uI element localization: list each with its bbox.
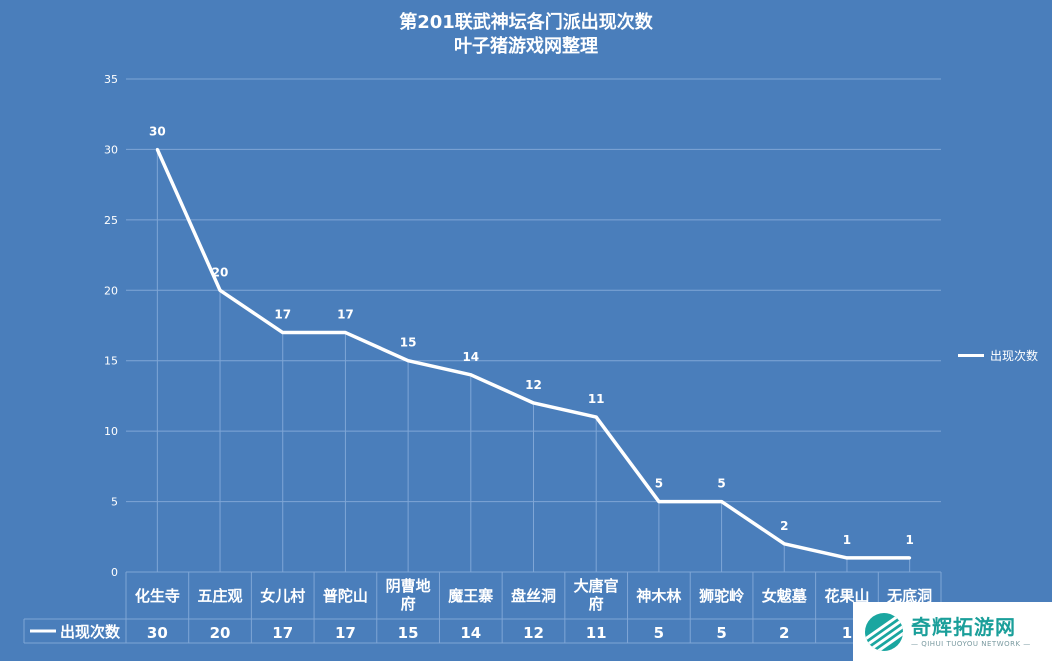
data-point: [281, 331, 285, 335]
watermark-name: 奇辉拓游网: [911, 614, 1016, 639]
data-label: 1: [843, 533, 851, 547]
data-point: [469, 373, 473, 377]
data-label: 1: [905, 533, 913, 547]
watermark-emblem-icon: [865, 612, 903, 651]
y-tick-label: 30: [104, 143, 118, 156]
data-label: 5: [655, 477, 663, 491]
data-point: [406, 359, 410, 363]
data-label: 11: [588, 392, 605, 406]
table-value: 17: [272, 624, 293, 642]
legend-label: 出现次数: [990, 349, 1039, 363]
x-category-label: 无底洞: [886, 587, 932, 605]
x-category-label: 盘丝洞: [511, 587, 556, 605]
y-tick-label: 15: [104, 355, 118, 368]
table-series-label: 出现次数: [60, 623, 121, 641]
data-point: [720, 500, 724, 504]
x-category-label: 花果山: [824, 587, 869, 605]
data-label: 12: [525, 378, 542, 392]
x-category-label: 阴曹地: [386, 577, 431, 595]
x-category-label: 魔王寨: [448, 587, 493, 605]
x-category-label: 化生寺: [135, 587, 180, 605]
table-value: 11: [586, 624, 607, 642]
legend-line-icon: [958, 354, 984, 357]
data-label: 17: [337, 308, 354, 322]
data-label: 17: [274, 308, 291, 322]
y-tick-label: 20: [104, 284, 118, 297]
chart-subtitle: 叶子猪游戏网整理: [454, 36, 598, 57]
data-point: [594, 415, 598, 419]
x-category-label: 府: [401, 595, 416, 613]
data-point: [155, 147, 159, 151]
data-point: [782, 542, 786, 546]
x-category-label: 大唐官: [574, 577, 619, 595]
data-point: [343, 331, 347, 335]
x-category-label: 府: [589, 595, 604, 613]
table-value: 2: [779, 624, 789, 642]
data-point: [908, 556, 912, 560]
x-category-label: 普陀山: [323, 587, 368, 605]
x-category-label: 女儿村: [260, 587, 305, 605]
table-value: 20: [210, 624, 231, 642]
x-category-label: 神木林: [636, 587, 682, 605]
data-label: 15: [400, 336, 417, 350]
data-point: [845, 556, 849, 560]
table-value: 15: [398, 624, 419, 642]
watermark-logo: 奇辉拓游网 — QIHUI TUOYOU NETWORK —: [853, 602, 1052, 661]
y-tick-label: 0: [111, 566, 118, 579]
data-label: 2: [780, 519, 788, 533]
y-tick-label: 5: [111, 496, 118, 509]
x-category-label: 狮驼岭: [698, 587, 744, 605]
data-label: 20: [212, 265, 229, 279]
data-point: [218, 288, 222, 292]
table-value: 5: [654, 624, 664, 642]
data-label: 14: [462, 350, 479, 364]
data-label: 30: [149, 124, 166, 138]
data-point: [532, 401, 535, 405]
x-category-label: 女魃墓: [762, 587, 808, 605]
table-value: 30: [147, 624, 168, 642]
data-point: [657, 500, 661, 504]
table-value: 5: [716, 624, 726, 642]
table-value: 12: [523, 624, 544, 642]
table-value: 14: [460, 624, 481, 642]
data-label: 5: [717, 477, 725, 491]
chart-legend: 出现次数: [958, 347, 1038, 364]
chart-title: 第201联武神坛各门派出现次数: [399, 12, 653, 33]
watermark-tagline: — QIHUI TUOYOU NETWORK —: [911, 639, 1031, 648]
x-category-label: 五庄观: [198, 587, 243, 605]
table-value: 1: [842, 624, 852, 642]
y-tick-label: 10: [104, 425, 118, 438]
y-tick-label: 35: [104, 73, 118, 86]
table-value: 17: [335, 624, 356, 642]
y-tick-label: 25: [104, 214, 118, 227]
